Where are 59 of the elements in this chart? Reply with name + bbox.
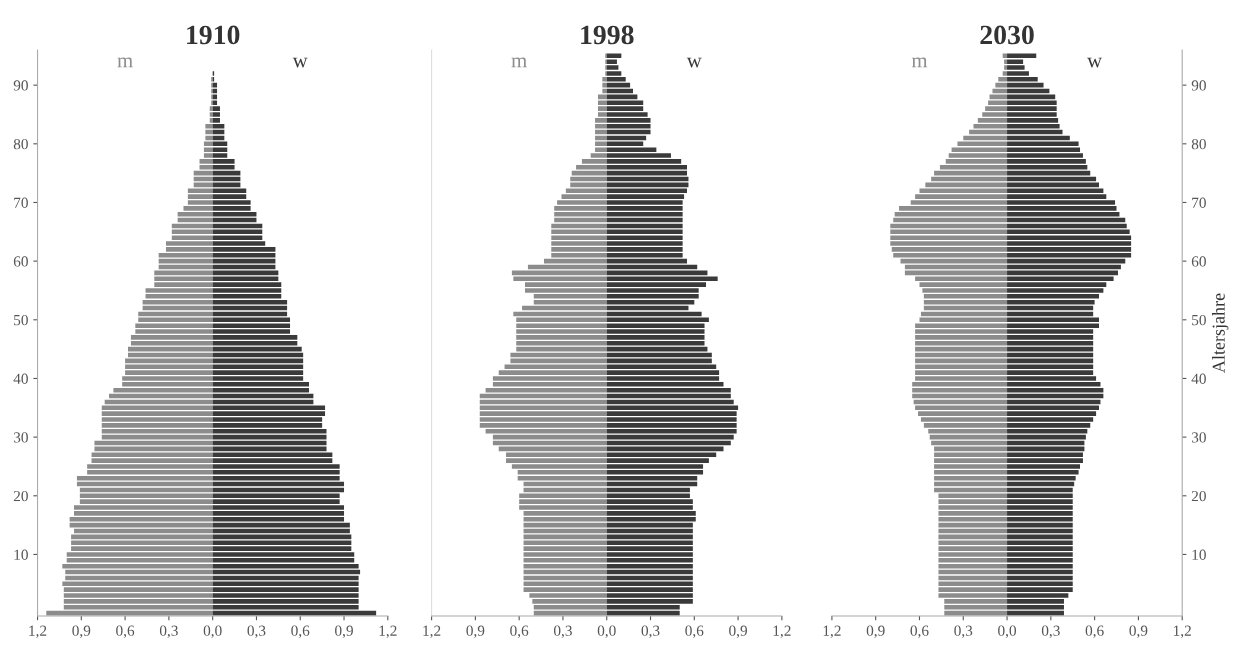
x-tick-label: 0,3 bbox=[553, 625, 572, 639]
y-tick-label: 70 bbox=[14, 197, 28, 208]
y-tick-label: 40 bbox=[13, 373, 28, 384]
x-tick-label: 0,3 bbox=[1041, 625, 1060, 639]
bar bbox=[992, 88, 1008, 94]
y-tick-label: 20 bbox=[1191, 490, 1206, 502]
x-tick-label: 1,2 bbox=[379, 625, 397, 639]
x-tick-label: 0,3 bbox=[954, 625, 973, 639]
x-tick-label: 0,6 bbox=[510, 625, 529, 639]
x-tick-label: 0,6 bbox=[1085, 625, 1104, 639]
y-tick-label: 60 bbox=[13, 256, 28, 267]
y-tick-label: 90 bbox=[13, 80, 28, 91]
x-tick-label: 0,6 bbox=[116, 625, 135, 639]
text: w bbox=[1087, 57, 1103, 68]
bar bbox=[595, 135, 607, 141]
x-tick-label: 0,3 bbox=[247, 625, 266, 639]
y-axis-title: Altersjahre bbox=[1212, 293, 1229, 373]
y-tick-label: 40 bbox=[1191, 373, 1206, 384]
text: m bbox=[117, 57, 133, 68]
x-tick-label: 0,9 bbox=[866, 625, 885, 639]
text: m bbox=[511, 57, 527, 68]
y-tick-label: 70 bbox=[1192, 197, 1206, 208]
x-tick-label: 0,9 bbox=[335, 625, 353, 639]
y-tick-label: 10 bbox=[14, 549, 28, 560]
y-tick-label: 60 bbox=[1191, 256, 1206, 267]
bar bbox=[205, 135, 213, 141]
x-tick-label: 0,0 bbox=[597, 625, 616, 639]
chart-title: 1998 bbox=[581, 25, 634, 45]
chart-title: 1910 bbox=[187, 25, 240, 45]
x-tick-label: 0,6 bbox=[910, 625, 929, 639]
x-tick-label: 0,0 bbox=[203, 625, 222, 639]
x-tick-label: 1,2 bbox=[1173, 625, 1191, 639]
x-tick-label: 0,3 bbox=[159, 625, 178, 639]
x-tick-label: 1,2 bbox=[823, 625, 841, 639]
y-tick-label: 50 bbox=[1192, 314, 1206, 326]
y-tick-label: 90 bbox=[1191, 80, 1206, 91]
y-tick-label: 30 bbox=[13, 432, 28, 443]
x-tick-label: 0,9 bbox=[1129, 625, 1148, 639]
x-tick-label: 0,9 bbox=[72, 625, 91, 639]
text: w bbox=[686, 57, 702, 68]
text: w bbox=[292, 57, 308, 68]
x-tick-label: 0,3 bbox=[641, 625, 660, 639]
x-tick-label: 0,9 bbox=[466, 625, 485, 639]
y-tick-label: 80 bbox=[1191, 138, 1206, 150]
x-tick-label: 0,9 bbox=[729, 625, 748, 639]
y-tick-label: 80 bbox=[13, 138, 28, 150]
y-tick-label: 30 bbox=[1191, 432, 1206, 443]
y-tick-label: 50 bbox=[14, 314, 28, 326]
x-tick-label: 0,6 bbox=[685, 625, 704, 639]
x-tick-label: 0,0 bbox=[998, 625, 1017, 639]
x-tick-label: 0,6 bbox=[291, 625, 310, 639]
x-tick-label: 1,2 bbox=[29, 625, 47, 639]
bar bbox=[602, 88, 607, 94]
text: m bbox=[911, 57, 928, 68]
x-tick-label: 1,2 bbox=[773, 625, 791, 639]
y-tick-label: 10 bbox=[1192, 549, 1206, 560]
y-tick-label: 20 bbox=[13, 490, 28, 502]
chart-title: 2030 bbox=[980, 25, 1034, 45]
x-tick-label: 1,2 bbox=[423, 625, 441, 639]
